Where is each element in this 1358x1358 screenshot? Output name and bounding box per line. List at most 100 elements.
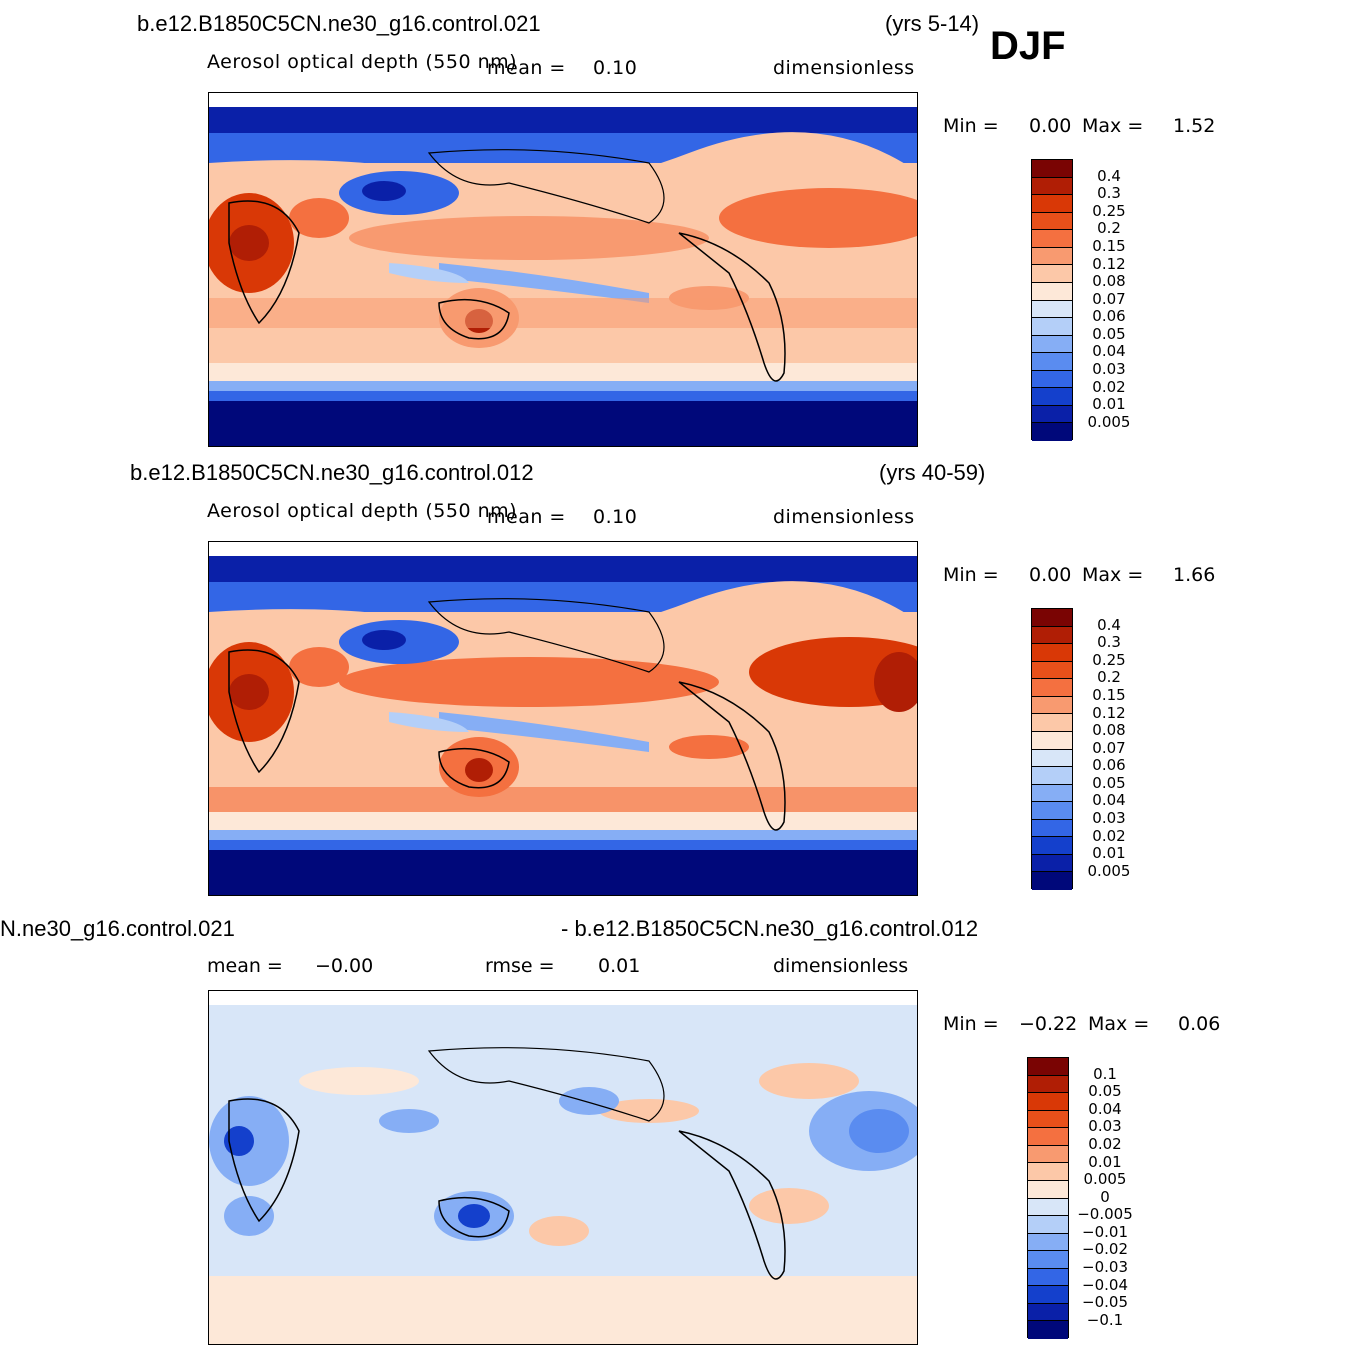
panel2-colorbar-box <box>1032 609 1072 627</box>
panel3-units: dimensionless <box>773 955 909 977</box>
panel2-colorbar-box <box>1032 837 1072 855</box>
panel2-min-value: 0.00 <box>1029 564 1072 586</box>
panel2-colorbar-box <box>1032 802 1072 820</box>
panel3-colorbar-tick-label: −0.005 <box>1077 1205 1133 1224</box>
panel2-colorbar-tick-label: 0.05 <box>1092 773 1126 792</box>
panel2-colorbar-tick-label: 0.005 <box>1087 861 1131 880</box>
panel1-colorbar-box <box>1032 195 1072 213</box>
panel2-case-title: b.e12.B1850C5CN.ne30_g16.control.012 <box>130 460 534 485</box>
panel2-colorbar-tick-label: 0.07 <box>1092 738 1126 757</box>
panel2-variable: Aerosol optical depth (550 nm) <box>207 500 518 522</box>
panel1-colorbar-tick-label: 0.25 <box>1092 201 1126 220</box>
panel3-case-left: N.ne30_g16.control.021 <box>0 916 235 941</box>
panel3-mean-label: mean = <box>207 955 283 977</box>
panel2-map <box>208 541 918 896</box>
panel2-colorbar-tick-label: 0.3 <box>1097 633 1121 652</box>
panel2-colorbar-tick-label: 0.4 <box>1097 615 1121 634</box>
panel3-colorbar-box <box>1028 1321 1068 1339</box>
panel2-colorbar-box <box>1032 644 1072 662</box>
panel2-colorbar-tick-label: 0.04 <box>1092 791 1126 810</box>
panel3-diff-field <box>209 991 917 1344</box>
panel3-colorbar-tick-label: 0 <box>1100 1187 1110 1206</box>
panel1-colorbar-tick-label: 0.08 <box>1092 272 1126 291</box>
panel2-colorbar-box <box>1032 714 1072 732</box>
panel3-max-label: Max = <box>1088 1013 1150 1035</box>
panel3-rmse-value: 0.01 <box>598 955 641 977</box>
panel1-variable: Aerosol optical depth (550 nm) <box>207 51 518 73</box>
panel1-colorbar-box <box>1032 318 1072 336</box>
panel3-colorbar-box <box>1028 1075 1068 1094</box>
panel1-colorbar-box <box>1032 212 1072 231</box>
panel3-max-value: 0.06 <box>1178 1013 1221 1035</box>
panel1-colorbar-tick-label: 0.04 <box>1092 342 1126 361</box>
panel1-colorbar-tick-label: 0.4 <box>1097 166 1121 185</box>
panel3-colorbar-box <box>1028 1058 1068 1076</box>
panel2-colorbar-box <box>1032 731 1072 750</box>
panel3-colorbar-box <box>1028 1110 1068 1129</box>
panel3-colorbar-box <box>1028 1198 1068 1217</box>
panel1-colorbar-tick-label: 0.15 <box>1092 237 1126 256</box>
panel2-colorbar-box <box>1032 784 1072 803</box>
panel2-colorbar-box <box>1032 679 1072 697</box>
panel3-case-right: - b.e12.B1850C5CN.ne30_g16.control.012 <box>561 916 979 941</box>
panel3-colorbar-tick-label: 0.02 <box>1088 1135 1122 1154</box>
panel3-colorbar-box <box>1028 1268 1068 1287</box>
panel1-aod-field <box>209 93 917 446</box>
season-label: DJF <box>990 24 1066 68</box>
panel3-colorbar-tick-label: −0.04 <box>1082 1275 1128 1294</box>
panel1-max-label: Max = <box>1082 115 1144 137</box>
panel2-colorbar-tick-label: 0.02 <box>1092 826 1126 845</box>
panel3-colorbar-box <box>1028 1163 1068 1181</box>
panel2-mean-value: 0.10 <box>593 506 638 528</box>
panel1-colorbar-tick-label: 0.07 <box>1092 289 1126 308</box>
panel2-colorbar-box <box>1032 767 1072 785</box>
panel1-colorbar-box <box>1032 300 1072 319</box>
panel1-colorbar-box <box>1032 388 1072 406</box>
panel3-colorbar-box <box>1028 1128 1068 1146</box>
panel3-colorbar-tick-label: −0.1 <box>1086 1310 1124 1329</box>
panel2-min-label: Min = <box>943 564 999 586</box>
panel3-colorbar-box <box>1028 1180 1068 1199</box>
panel1-colorbar-box <box>1032 160 1072 178</box>
panel3-colorbar-box <box>1028 1093 1068 1111</box>
panel2-colorbar-tick-label: 0.2 <box>1097 668 1121 687</box>
panel3-colorbar-tick-label: 0.03 <box>1088 1117 1122 1136</box>
panel3-mean-value: −0.00 <box>315 955 374 977</box>
panel3-rmse-label: rmse = <box>485 955 555 977</box>
panel3-colorbar-tick-label: 0.01 <box>1088 1152 1122 1171</box>
panel2-colorbar-tick-label: 0.06 <box>1092 756 1126 775</box>
panel1-colorbar-tick-label: 0.005 <box>1087 412 1131 431</box>
panel1-years: (yrs 5-14) <box>885 11 980 36</box>
panel1-map <box>208 92 918 447</box>
panel1-min-value: 0.00 <box>1029 115 1072 137</box>
panel2-colorbar-tick-label: 0.12 <box>1092 703 1126 722</box>
panel3-colorbar-tick-label: −0.01 <box>1082 1222 1128 1241</box>
panel2-colorbar <box>1031 608 1073 890</box>
panel2-max-label: Max = <box>1082 564 1144 586</box>
panel1-mean-value: 0.10 <box>593 57 638 79</box>
panel3-colorbar-tick-label: 0.05 <box>1088 1082 1122 1101</box>
panel1-colorbar-tick-label: 0.05 <box>1092 324 1126 343</box>
panel3-min-value: −0.22 <box>1019 1013 1078 1035</box>
panel3-colorbar-box <box>1028 1145 1068 1164</box>
panel3-colorbar-box <box>1028 1216 1068 1234</box>
panel2-colorbar-box <box>1032 854 1072 873</box>
panel1-colorbar-tick-label: 0.03 <box>1092 359 1126 378</box>
panel3-colorbar-box <box>1028 1251 1068 1269</box>
panel1-colorbar-box <box>1032 265 1072 283</box>
panel1-mean-label: mean = <box>487 57 566 79</box>
panel1-case-title: b.e12.B1850C5CN.ne30_g16.control.021 <box>137 11 541 36</box>
panel1-colorbar-box <box>1032 423 1072 441</box>
panel1-min-label: Min = <box>943 115 999 137</box>
panel3-colorbar-tick-label: −0.03 <box>1082 1257 1128 1276</box>
panel1-colorbar-tick-label: 0.12 <box>1092 254 1126 273</box>
panel3-map <box>208 990 918 1345</box>
panel1-units: dimensionless <box>773 57 915 79</box>
panel2-years: (yrs 40-59) <box>879 460 986 485</box>
panel2-units: dimensionless <box>773 506 915 528</box>
panel1-colorbar-box <box>1032 405 1072 424</box>
panel1-colorbar-box <box>1032 370 1072 389</box>
panel3-colorbar <box>1027 1057 1069 1339</box>
panel2-mean-label: mean = <box>487 506 566 528</box>
panel1-colorbar-tick-label: 0.06 <box>1092 307 1126 326</box>
